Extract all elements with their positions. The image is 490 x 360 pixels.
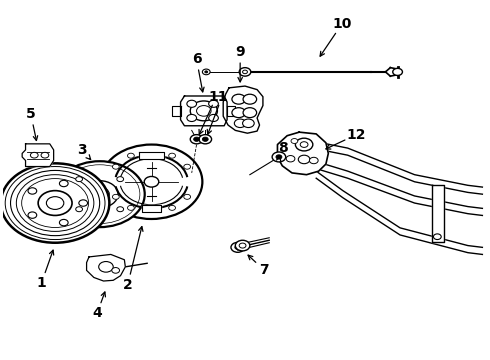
Circle shape — [5, 167, 105, 239]
Circle shape — [239, 68, 251, 76]
Circle shape — [202, 69, 210, 75]
Circle shape — [59, 165, 140, 224]
Circle shape — [232, 108, 245, 118]
Circle shape — [79, 200, 88, 206]
Text: 11: 11 — [209, 90, 228, 104]
Circle shape — [243, 94, 257, 104]
Circle shape — [54, 161, 145, 227]
Polygon shape — [223, 86, 263, 133]
Circle shape — [117, 177, 123, 182]
Circle shape — [298, 155, 310, 164]
Circle shape — [286, 156, 295, 162]
Circle shape — [300, 142, 308, 147]
Circle shape — [98, 261, 113, 272]
Circle shape — [190, 135, 203, 144]
Circle shape — [169, 153, 175, 158]
Text: 4: 4 — [93, 306, 102, 320]
Circle shape — [276, 155, 282, 159]
Circle shape — [187, 100, 196, 107]
Polygon shape — [277, 132, 328, 175]
Polygon shape — [318, 162, 482, 215]
Circle shape — [16, 175, 94, 231]
Polygon shape — [316, 171, 482, 255]
Circle shape — [234, 119, 246, 127]
Circle shape — [209, 100, 219, 107]
Circle shape — [38, 191, 72, 215]
Circle shape — [117, 207, 123, 212]
Circle shape — [112, 194, 119, 199]
Polygon shape — [432, 185, 443, 242]
Text: 12: 12 — [346, 128, 366, 141]
Circle shape — [205, 71, 208, 73]
Circle shape — [59, 180, 68, 187]
Circle shape — [190, 101, 218, 121]
Circle shape — [41, 152, 49, 158]
Text: 5: 5 — [26, 107, 36, 121]
Circle shape — [243, 70, 247, 74]
Text: 10: 10 — [332, 17, 352, 31]
Circle shape — [112, 267, 120, 273]
Polygon shape — [142, 205, 161, 212]
Text: 8: 8 — [278, 141, 288, 155]
Circle shape — [231, 242, 245, 252]
Circle shape — [81, 181, 118, 208]
Polygon shape — [22, 144, 53, 167]
Polygon shape — [321, 143, 482, 194]
Circle shape — [272, 152, 286, 162]
Polygon shape — [87, 255, 125, 281]
Circle shape — [47, 197, 64, 210]
Text: 7: 7 — [260, 264, 269, 278]
Text: 6: 6 — [192, 53, 201, 67]
Circle shape — [30, 152, 38, 158]
Circle shape — [235, 240, 250, 251]
Circle shape — [76, 177, 82, 182]
Circle shape — [202, 137, 208, 141]
Circle shape — [235, 245, 241, 249]
Circle shape — [291, 139, 298, 144]
Circle shape — [90, 187, 109, 201]
Circle shape — [59, 219, 68, 226]
Circle shape — [232, 94, 245, 104]
Circle shape — [295, 138, 313, 151]
Circle shape — [28, 188, 37, 194]
Polygon shape — [181, 96, 227, 126]
Text: 9: 9 — [235, 45, 245, 59]
Circle shape — [1, 163, 109, 243]
Circle shape — [28, 212, 37, 218]
Circle shape — [209, 114, 219, 122]
Circle shape — [434, 234, 441, 239]
Circle shape — [196, 105, 211, 116]
Circle shape — [76, 207, 82, 212]
Circle shape — [243, 108, 257, 118]
Circle shape — [144, 176, 159, 187]
Polygon shape — [227, 105, 235, 116]
Text: 2: 2 — [123, 278, 133, 292]
Circle shape — [194, 137, 199, 141]
Circle shape — [22, 179, 89, 228]
Text: 1: 1 — [37, 276, 47, 290]
Circle shape — [239, 243, 246, 248]
Text: 3: 3 — [77, 143, 87, 157]
Circle shape — [112, 164, 119, 169]
Circle shape — [184, 164, 191, 169]
Circle shape — [10, 170, 99, 236]
Circle shape — [187, 114, 196, 122]
Circle shape — [127, 153, 134, 158]
Circle shape — [199, 135, 212, 144]
Circle shape — [100, 145, 202, 219]
Circle shape — [169, 206, 175, 210]
Circle shape — [309, 157, 318, 164]
Circle shape — [243, 119, 254, 127]
Circle shape — [127, 206, 134, 210]
Polygon shape — [139, 152, 164, 159]
Polygon shape — [172, 105, 181, 116]
Circle shape — [184, 194, 191, 199]
Circle shape — [393, 68, 402, 76]
